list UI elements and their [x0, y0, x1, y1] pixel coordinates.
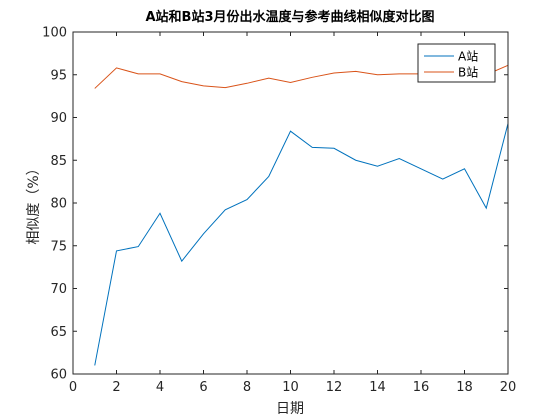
y-tick-label: 75 [50, 239, 67, 254]
x-axis-title: 日期 [276, 401, 304, 417]
legend: A站 B站 [417, 43, 496, 83]
y-tick-label: 70 [50, 282, 67, 297]
plot-area [73, 32, 508, 374]
x-axis: 0 2 4 6 8 10 12 14 16 18 20 [69, 32, 516, 395]
y-tick-label: 95 [50, 68, 67, 83]
legend-label: A站 [458, 50, 478, 64]
x-tick-label: 4 [156, 380, 164, 395]
x-tick-label: 10 [282, 380, 299, 395]
x-tick-label: 12 [326, 380, 343, 395]
y-tick-label: 80 [50, 197, 67, 212]
x-tick-label: 20 [500, 380, 517, 395]
legend-label: B站 [458, 66, 478, 80]
x-tick-label: 8 [243, 380, 251, 395]
x-tick-label: 14 [369, 380, 386, 395]
x-tick-label: 16 [413, 380, 430, 395]
chart-title: A站和B站3月份出水温度与参考曲线相似度对比图 [145, 9, 434, 25]
y-tick-label: 90 [50, 111, 67, 126]
y-tick-label: 100 [42, 26, 67, 41]
x-tick-label: 0 [69, 380, 77, 395]
y-tick-label: 65 [50, 325, 67, 340]
legend-box [417, 43, 496, 83]
y-axis-title: 相似度（%） [26, 161, 42, 244]
x-tick-label: 2 [112, 380, 120, 395]
series-line-a [94, 123, 509, 366]
y-tick-label: 60 [50, 368, 67, 383]
x-tick-label: 18 [456, 380, 473, 395]
y-axis: 60 65 70 75 80 85 90 95 100 [42, 26, 508, 383]
y-tick-label: 85 [50, 154, 67, 169]
x-tick-label: 6 [199, 380, 207, 395]
